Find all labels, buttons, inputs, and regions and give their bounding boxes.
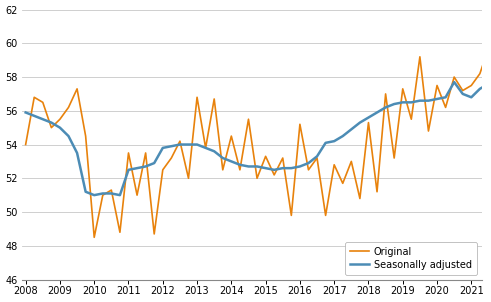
Seasonally adjusted: [23, 111, 28, 114]
Original: [168, 156, 174, 160]
Original: [486, 47, 491, 50]
Seasonally adjusted: [349, 127, 355, 131]
Seasonally adjusted: [91, 193, 97, 197]
Original: [66, 106, 72, 109]
Original: [349, 159, 355, 163]
Original: [91, 236, 97, 239]
Seasonally adjusted: [134, 166, 140, 170]
Legend: Original, Seasonally adjusted: Original, Seasonally adjusted: [345, 242, 477, 275]
Seasonally adjusted: [288, 166, 294, 170]
Original: [288, 214, 294, 217]
Seasonally adjusted: [451, 80, 457, 84]
Line: Original: Original: [26, 48, 491, 237]
Seasonally adjusted: [66, 134, 72, 138]
Line: Seasonally adjusted: Seasonally adjusted: [26, 82, 491, 195]
Original: [23, 143, 28, 146]
Seasonally adjusted: [168, 144, 174, 148]
Original: [134, 193, 140, 197]
